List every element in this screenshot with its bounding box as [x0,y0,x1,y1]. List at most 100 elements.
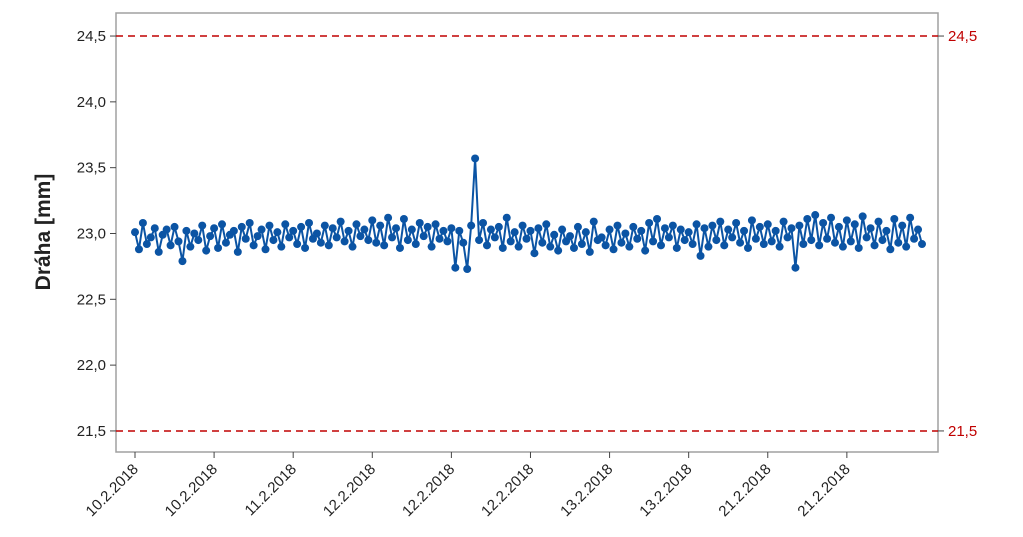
data-point [759,240,768,249]
data-point [700,224,709,233]
data-point [332,233,341,242]
data-point [827,213,836,222]
data-point [202,246,211,255]
data-point [221,238,230,247]
data-point [910,234,919,243]
data-point [174,237,183,246]
data-point [743,243,752,252]
x-tick-label: 10.2.2018 [83,461,142,520]
data-point [736,238,745,247]
data-point [803,215,812,224]
data-point [672,243,681,252]
data-point [906,213,915,222]
data-point [771,226,780,235]
data-point [407,225,416,234]
data-point [728,233,737,242]
data-point [253,232,262,241]
data-point [629,222,638,231]
data-point [834,222,843,231]
data-point [490,233,499,242]
data-point [914,225,923,234]
data-point [498,243,507,252]
data-point [664,233,673,242]
data-point [186,242,195,251]
data-point [506,237,515,246]
data-point [273,228,282,237]
data-point [368,216,377,225]
data-point [486,225,495,234]
data-point [510,228,519,237]
data-point [898,221,907,230]
y-tick-label: 24,0 [77,94,106,111]
data-point [439,226,448,235]
data-point [427,242,436,251]
data-point [633,234,642,243]
data-point [431,220,440,229]
data-point [854,243,863,252]
data-point [577,240,586,249]
data-point [214,243,223,252]
data-point [138,218,147,227]
y-tick-label: 22,0 [77,357,106,374]
data-point [380,241,389,250]
data-point [293,240,302,249]
data-point [376,221,385,230]
data-point [423,222,432,231]
data-point [775,242,784,251]
data-point [660,224,669,233]
data-point [471,154,480,163]
data-point [641,246,650,255]
data-point [451,263,460,272]
data-point [467,221,476,230]
data-point [538,238,547,247]
data-point [206,232,215,241]
data-point [305,218,314,227]
data-point [210,224,219,233]
data-point [344,226,353,235]
y-tick-label: 23,0 [77,225,106,242]
data-point [566,232,575,241]
data-point [558,225,567,234]
x-tick-label: 12.2.2018 [478,461,537,520]
data-point [170,222,179,231]
x-tick-label: 21.2.2018 [794,461,853,520]
data-point [530,249,539,258]
data-point [443,237,452,246]
data-point [724,225,733,234]
data-point [356,232,365,241]
data-point [649,237,658,246]
data-point [617,238,626,247]
data-point [878,236,887,245]
reference-label: 24,5 [948,28,977,45]
y-axis-label: Dráha [mm] [32,174,55,291]
data-point [767,237,776,246]
data-point [297,222,306,231]
data-point [134,245,143,254]
data-point [732,218,741,227]
data-point [842,216,851,225]
data-point [162,225,171,234]
data-point [819,218,828,227]
data-point [328,224,337,233]
data-point [573,222,582,231]
data-point [348,242,357,251]
data-point [245,218,254,227]
data-point [218,220,227,229]
data-point [178,257,187,266]
data-point [229,226,238,235]
data-point [395,243,404,252]
data-point [720,241,729,250]
data-point [882,226,891,235]
data-point [463,265,472,274]
data-point [747,216,756,225]
data-point [289,226,298,235]
data-point [546,242,555,251]
data-point [708,221,717,230]
data-point [668,221,677,230]
data-point [656,241,665,250]
x-tick-label: 11.2.2018 [242,461,300,519]
data-point [514,242,523,251]
data-point [285,233,294,242]
data-point [399,215,408,224]
